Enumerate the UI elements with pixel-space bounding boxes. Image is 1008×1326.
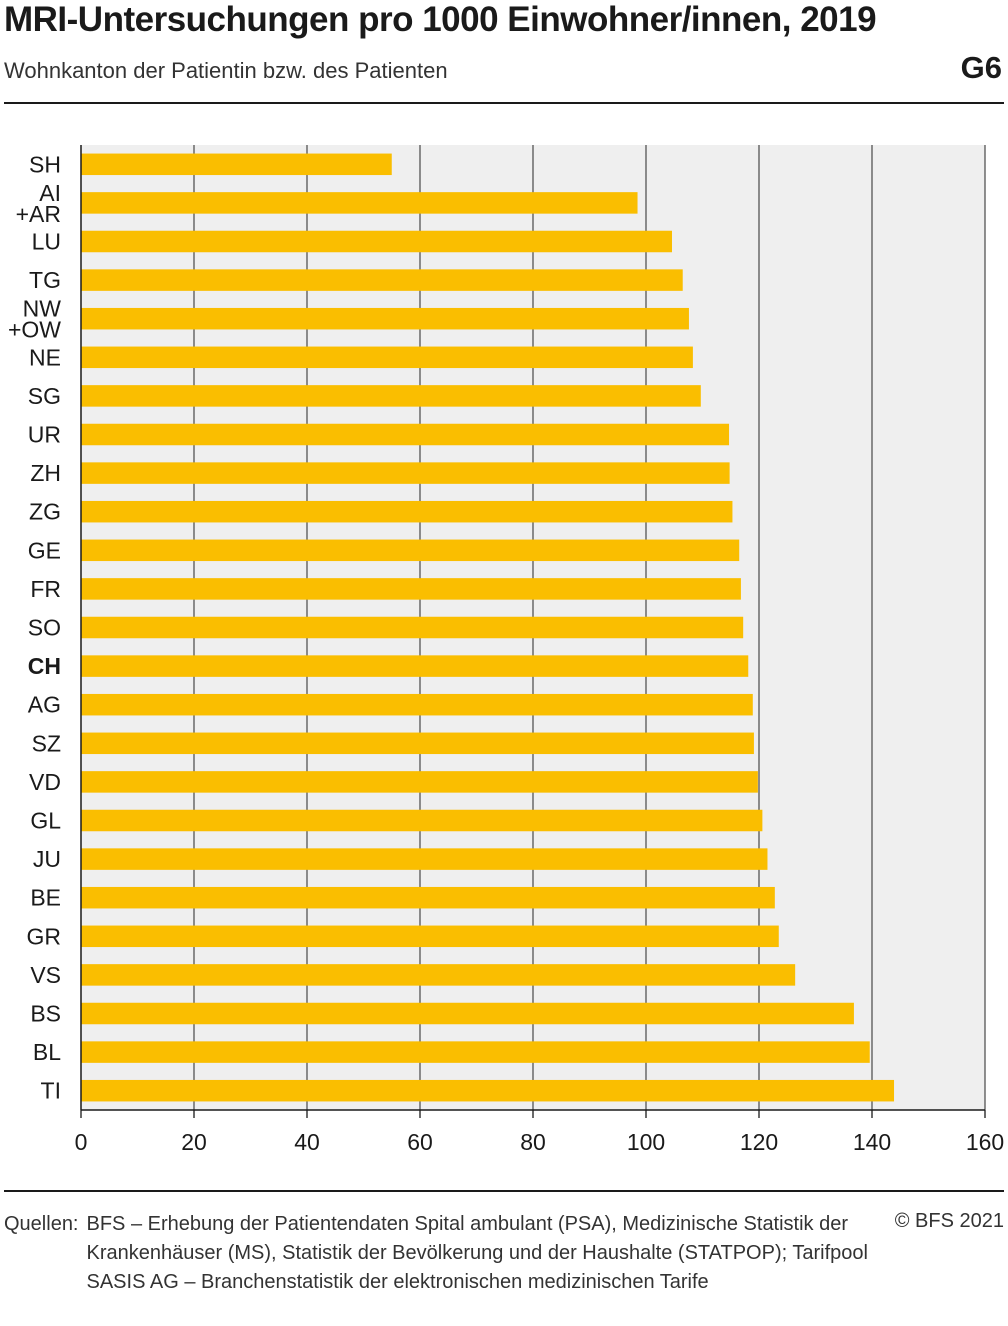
source-text: BFS – Erhebung der Patientendaten Spital…	[86, 1213, 868, 1293]
bar-bl	[81, 1041, 870, 1063]
chart-title: MRI-Untersuchungen pro 1000 Einwohner/in…	[4, 0, 877, 39]
bar-zh	[81, 462, 730, 484]
bar-vs	[81, 964, 796, 986]
y-tick-label: SG	[28, 383, 61, 409]
bar-ur	[81, 423, 730, 446]
y-tick-label: BE	[30, 885, 61, 911]
footer-rule	[4, 1190, 1004, 1192]
y-tick-label: TI	[41, 1078, 61, 1104]
bar-so	[81, 616, 744, 639]
y-tick-label: GL	[30, 808, 61, 834]
y-tick-label: GR	[27, 923, 62, 949]
y-tick-label: GE	[28, 537, 61, 563]
header-rule	[4, 102, 1004, 104]
y-tick-label: SH	[29, 151, 61, 177]
x-tick-label: 160	[966, 1129, 1004, 1155]
bar-ch	[81, 655, 749, 677]
source-note: Quellen: BFS – Erhebung der Patientendat…	[4, 1210, 884, 1297]
bar-sg	[81, 385, 701, 407]
x-tick-label: 140	[853, 1129, 891, 1155]
bar-bs	[81, 1002, 854, 1025]
bar-ge	[81, 539, 740, 562]
y-tick-label: UR	[28, 422, 61, 448]
y-tick-label: JU	[33, 846, 61, 872]
bar-be	[81, 886, 775, 909]
x-tick-label: 60	[407, 1129, 433, 1155]
bar-nw-ow	[81, 307, 689, 330]
source-label: Quellen:	[4, 1213, 79, 1235]
bar-ai-ar	[81, 192, 638, 214]
y-tick-label: SO	[28, 615, 61, 641]
bar-lu	[81, 230, 672, 253]
bar-gr	[81, 925, 779, 948]
bar-zg	[81, 500, 733, 523]
x-tick-label: 0	[75, 1129, 88, 1155]
x-tick-label: 100	[627, 1129, 665, 1155]
y-tick-label: CH	[28, 653, 61, 679]
bar-ne	[81, 346, 693, 369]
y-tick-label: VS	[30, 962, 61, 988]
y-tick-label: ZH	[30, 460, 61, 486]
y-tick-label: AI +AR	[16, 180, 61, 227]
y-tick-label: ZG	[29, 499, 61, 525]
bar-vd	[81, 771, 758, 793]
y-tick-label: NE	[29, 344, 61, 370]
y-tick-label: AG	[28, 692, 61, 718]
bar-ag	[81, 693, 753, 716]
x-tick-label: 80	[520, 1129, 546, 1155]
y-tick-label: TG	[29, 267, 61, 293]
bar-gl	[81, 809, 763, 832]
bar-ti	[81, 1079, 895, 1102]
y-tick-label: NW +OW	[8, 296, 61, 343]
y-tick-label: FR	[30, 576, 61, 602]
x-tick-label: 120	[740, 1129, 778, 1155]
bar-sh	[81, 153, 392, 176]
y-tick-label: BS	[30, 1001, 61, 1027]
bar-sz	[81, 732, 754, 755]
bar-tg	[81, 269, 683, 291]
chart-subtitle: Wohnkanton der Patientin bzw. des Patien…	[4, 58, 448, 83]
bar-ju	[81, 848, 768, 870]
x-tick-label: 40	[294, 1129, 320, 1155]
y-tick-label: VD	[29, 769, 61, 795]
x-tick-label: 20	[181, 1129, 207, 1155]
y-tick-label: SZ	[32, 730, 61, 756]
copyright: © BFS 2021	[894, 1210, 1004, 1232]
bar-fr	[81, 578, 741, 600]
graphic-id: G6	[960, 50, 1002, 85]
y-tick-label: BL	[33, 1039, 61, 1065]
y-tick-label: LU	[32, 229, 61, 255]
